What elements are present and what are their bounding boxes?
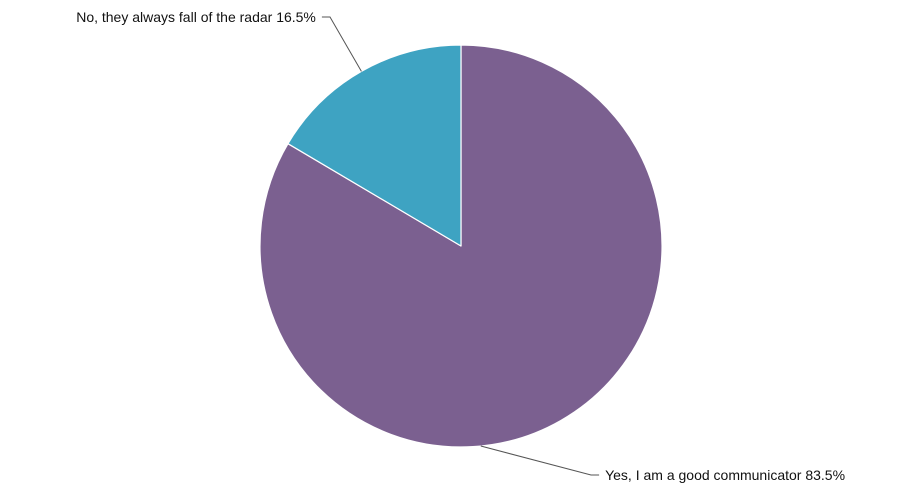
leader-line-yes xyxy=(480,445,600,476)
slice-label-no: No, they always fall of the radar 16.5% xyxy=(76,9,316,25)
pie-slices xyxy=(259,44,663,448)
pie-labels: Yes, I am a good communicator 83.5% No, t… xyxy=(76,9,845,483)
leader-line-no xyxy=(321,16,362,72)
pie-slice-no xyxy=(287,44,462,247)
slice-label-yes: Yes, I am a good communicator 83.5% xyxy=(605,467,845,483)
